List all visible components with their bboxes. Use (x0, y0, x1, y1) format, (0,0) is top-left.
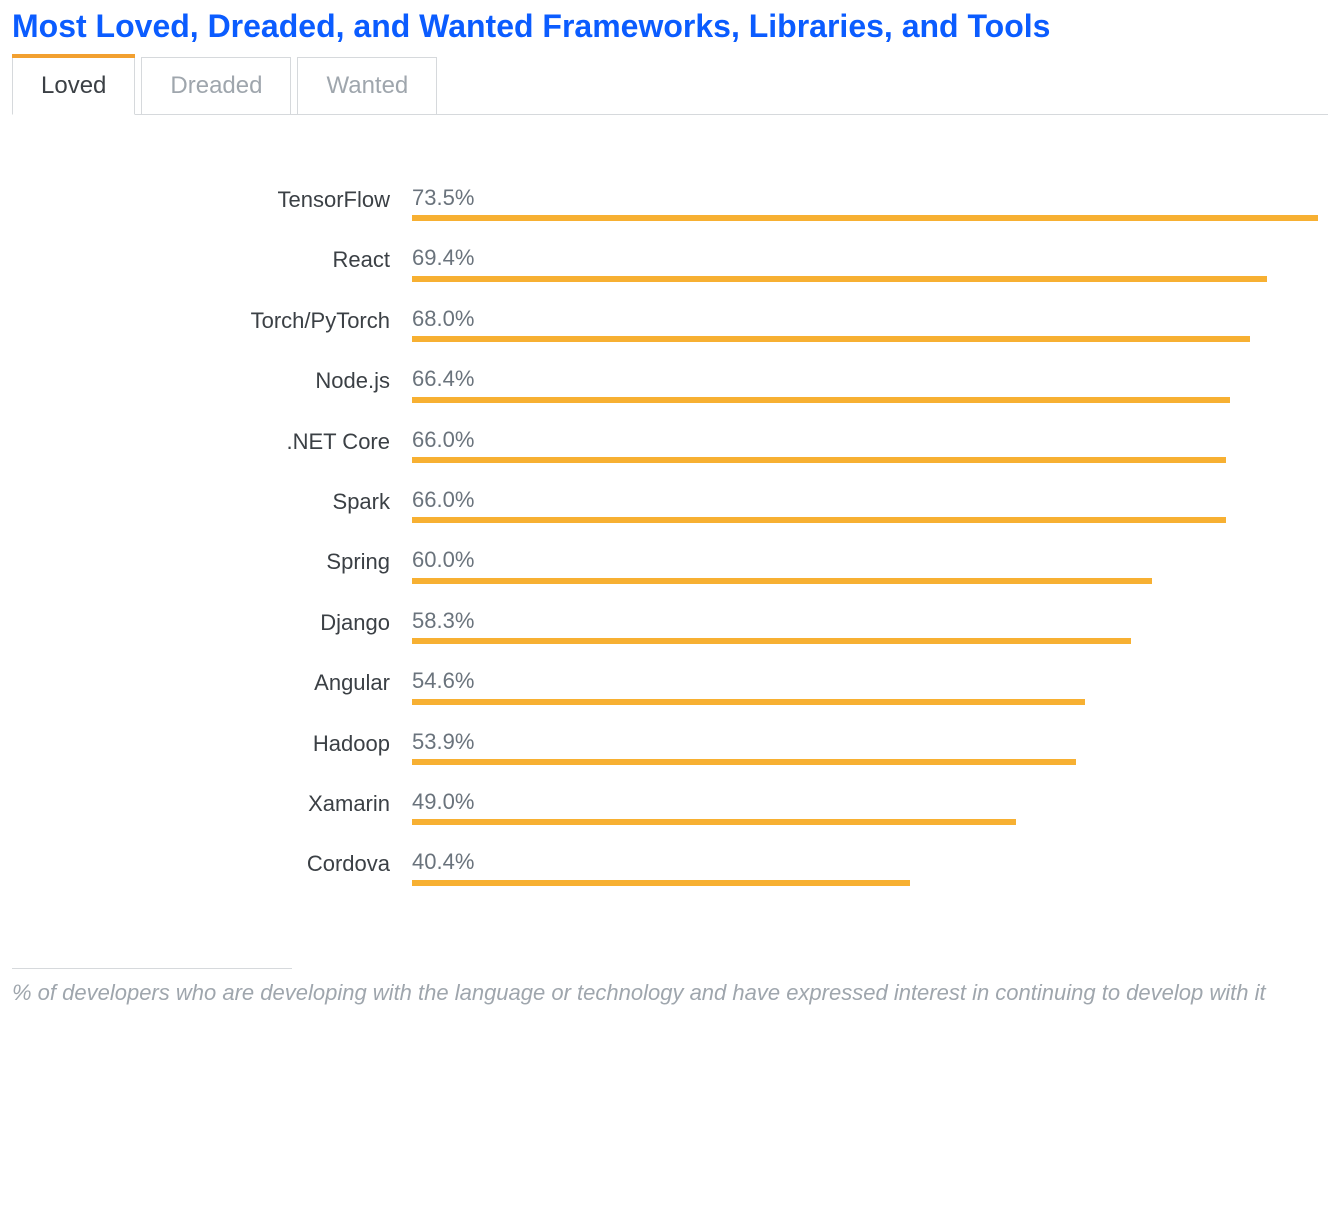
chart-bar-fill (412, 699, 1085, 705)
chart-row-bar-area: 40.4% (412, 849, 1328, 885)
footnote: % of developers who are developing with … (12, 977, 1312, 1009)
chart-row-bar-area: 66.0% (412, 427, 1328, 463)
chart-row: Angular54.6% (12, 668, 1328, 704)
chart-row-bar-area: 68.0% (412, 306, 1328, 342)
bar-chart: TensorFlow73.5% React69.4% Torch/PyTorch68… (12, 115, 1328, 940)
chart-bar-fill (412, 276, 1267, 282)
chart-bar-track (412, 517, 1318, 523)
chart-row-label: Xamarin (12, 789, 412, 817)
chart-row-label: .NET Core (12, 427, 412, 455)
chart-row: Xamarin49.0% (12, 789, 1328, 825)
tab-wanted[interactable]: Wanted (297, 57, 437, 115)
chart-row: Spark66.0% (12, 487, 1328, 523)
chart-bar-fill (412, 880, 910, 886)
chart-row-label: Hadoop (12, 729, 412, 757)
chart-row: Django58.3% (12, 608, 1328, 644)
chart-bar-track (412, 397, 1318, 403)
chart-row-label: Spring (12, 547, 412, 575)
chart-bar-fill (412, 336, 1250, 342)
chart-row: Cordova40.4% (12, 849, 1328, 885)
chart-row-bar-area: 69.4% (412, 245, 1328, 281)
chart-bar-track (412, 638, 1318, 644)
chart-row-label: Angular (12, 668, 412, 696)
section-title: Most Loved, Dreaded, and Wanted Framewor… (12, 8, 1328, 45)
chart-row-label: Node.js (12, 366, 412, 394)
chart-row-value: 49.0% (412, 789, 1318, 815)
chart-row-value: 58.3% (412, 608, 1318, 634)
chart-row-label: Django (12, 608, 412, 636)
tab-dreaded[interactable]: Dreaded (141, 57, 291, 115)
chart-row: Hadoop53.9% (12, 729, 1328, 765)
chart-row-bar-area: 49.0% (412, 789, 1328, 825)
chart-row-bar-area: 66.4% (412, 366, 1328, 402)
chart-row-label: Cordova (12, 849, 412, 877)
chart-bar-track (412, 819, 1318, 825)
chart-row: Spring60.0% (12, 547, 1328, 583)
chart-row-value: 66.0% (412, 487, 1318, 513)
chart-row-label: React (12, 245, 412, 273)
chart-row-bar-area: 53.9% (412, 729, 1328, 765)
chart-bar-fill (412, 759, 1076, 765)
chart-row: Node.js66.4% (12, 366, 1328, 402)
chart-bar-fill (412, 638, 1131, 644)
chart-bar-track (412, 880, 1318, 886)
chart-bar-fill (412, 578, 1152, 584)
chart-bar-track (412, 276, 1318, 282)
chart-row: TensorFlow73.5% (12, 185, 1328, 221)
tab-loved[interactable]: Loved (12, 57, 135, 115)
chart-row-value: 68.0% (412, 306, 1318, 332)
chart-bar-track (412, 457, 1318, 463)
chart-bar-fill (412, 397, 1230, 403)
chart-row: React69.4% (12, 245, 1328, 281)
chart-row-value: 66.0% (412, 427, 1318, 453)
chart-row-bar-area: 58.3% (412, 608, 1328, 644)
chart-bar-track (412, 336, 1318, 342)
chart-row-label: Spark (12, 487, 412, 515)
tabs: LovedDreadedWanted (12, 57, 1328, 115)
footnote-rule (12, 968, 292, 969)
chart-row: Torch/PyTorch68.0% (12, 306, 1328, 342)
chart-bar-fill (412, 517, 1226, 523)
chart-row-value: 40.4% (412, 849, 1318, 875)
chart-row-value: 73.5% (412, 185, 1318, 211)
chart-row: .NET Core66.0% (12, 427, 1328, 463)
chart-row-label: TensorFlow (12, 185, 412, 213)
chart-bar-track (412, 578, 1318, 584)
chart-bar-fill (412, 215, 1318, 221)
tab-accent (12, 54, 135, 58)
chart-row-value: 60.0% (412, 547, 1318, 573)
chart-row-value: 66.4% (412, 366, 1318, 392)
chart-row-value: 54.6% (412, 668, 1318, 694)
chart-row-label: Torch/PyTorch (12, 306, 412, 334)
chart-row-bar-area: 73.5% (412, 185, 1328, 221)
chart-bar-track (412, 699, 1318, 705)
chart-row-bar-area: 66.0% (412, 487, 1328, 523)
chart-row-bar-area: 54.6% (412, 668, 1328, 704)
chart-row-bar-area: 60.0% (412, 547, 1328, 583)
chart-row-value: 53.9% (412, 729, 1318, 755)
chart-bar-track (412, 759, 1318, 765)
chart-bar-fill (412, 457, 1226, 463)
chart-row-value: 69.4% (412, 245, 1318, 271)
chart-bar-track (412, 215, 1318, 221)
chart-bar-fill (412, 819, 1016, 825)
